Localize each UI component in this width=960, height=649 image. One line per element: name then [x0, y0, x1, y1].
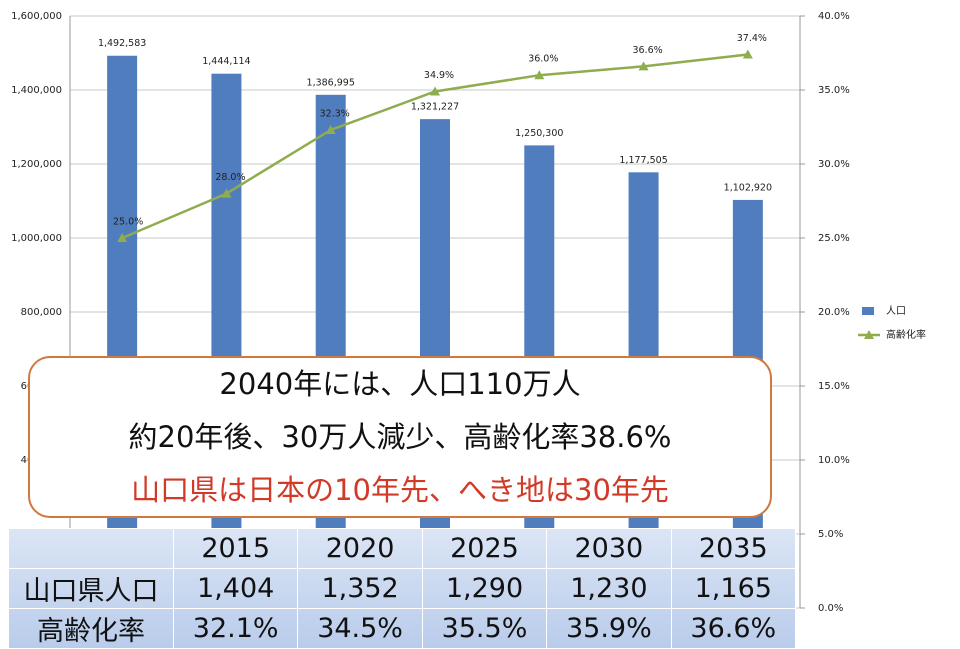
marker [638, 61, 649, 71]
table-corner [8, 528, 174, 569]
callout-line: 2040年には、人口110万人 [219, 367, 581, 401]
table-cell: 34.5% [297, 608, 423, 649]
y2-tick-label: 30.0% [818, 159, 850, 170]
table-cell: 2035 [670, 528, 797, 569]
y2-tick-label: 40.0% [818, 11, 850, 22]
bar [211, 73, 242, 609]
marker [221, 188, 232, 198]
table-cell: 2030 [546, 528, 672, 569]
marker [430, 86, 440, 96]
row-label: 山口県人口 [8, 568, 174, 609]
bar [107, 55, 138, 609]
y-tick-label: 1,200,000 [11, 159, 62, 170]
row-label: 高齢化率 [8, 608, 174, 649]
marker [534, 70, 545, 80]
data-label: 1,177,505 [619, 155, 667, 166]
callout-line: 約20年後、30万人減少、高齢化率38.6% [128, 420, 672, 454]
data-label: 36.6% [632, 45, 662, 56]
table-cell: 2015 [172, 528, 299, 569]
table-cell: 35.5% [421, 608, 548, 649]
y2-tick-label: 15.0% [818, 381, 850, 392]
data-label: 1,492,583 [98, 38, 146, 49]
legend-swatch [862, 307, 874, 315]
bar [315, 94, 346, 609]
data-label: 25.0% [113, 217, 143, 228]
data-label: 1,444,114 [202, 56, 250, 67]
table-cell: 1,404 [172, 568, 299, 609]
y2-tick-label: 5.0% [818, 529, 843, 540]
table-cell: 36.6% [670, 608, 797, 649]
y-tick-label: 1,000,000 [11, 233, 62, 244]
table-cell: 1,290 [421, 568, 548, 609]
table-cell: 1,352 [297, 568, 423, 609]
marker [325, 124, 336, 134]
y2-tick-label: 20.0% [818, 307, 850, 318]
legend-label: 人口 [886, 305, 906, 317]
marker [742, 49, 753, 59]
data-label: 1,386,995 [307, 77, 355, 88]
y2-tick-label: 25.0% [818, 233, 850, 244]
table-cell: 1,165 [670, 568, 797, 609]
table-cell: 32.1% [172, 608, 299, 649]
legend-label: 高齢化率 [886, 328, 926, 341]
data-label: 1,321,227 [411, 102, 459, 113]
table-row: 山口県人口 1,404 1,352 1,290 1,230 1,165 [8, 568, 797, 609]
y2-tick-label: 0.0% [818, 603, 843, 614]
y2-tick-label: 35.0% [818, 85, 850, 96]
y-tick-label: 1,600,000 [11, 11, 62, 22]
table-cell: 35.9% [546, 608, 672, 649]
y-tick-label: 800,000 [21, 307, 62, 318]
data-label: 32.3% [320, 108, 350, 119]
data-label: 37.4% [737, 33, 767, 44]
callout: 2040年には、人口110万人 約20年後、30万人減少、高齢化率38.6% 山… [28, 356, 772, 518]
table-cell: 1,230 [546, 568, 672, 609]
data-label: 1,250,300 [515, 128, 563, 139]
table-row: 高齢化率 32.1% 34.5% 35.5% 35.9% 36.6% [8, 608, 797, 649]
callout-line: 山口県は日本の10年先、へき地は30年先 [131, 473, 669, 507]
data-label: 28.0% [215, 172, 245, 183]
table-cell: 2025 [421, 528, 548, 569]
table-header: 2015 2020 2025 2030 2035 [8, 528, 797, 569]
legend-swatch [864, 330, 874, 339]
data-label: 1,102,920 [724, 182, 772, 193]
table-cell: 2020 [297, 528, 423, 569]
y-tick-label: 1,400,000 [11, 85, 62, 96]
y2-tick-label: 10.0% [818, 455, 850, 466]
data-label: 34.9% [424, 70, 454, 81]
data-label: 36.0% [528, 54, 558, 65]
marker [117, 233, 128, 242]
data-table: 2015 2020 2025 2030 2035 山口県人口 1,404 1,3… [8, 528, 797, 649]
